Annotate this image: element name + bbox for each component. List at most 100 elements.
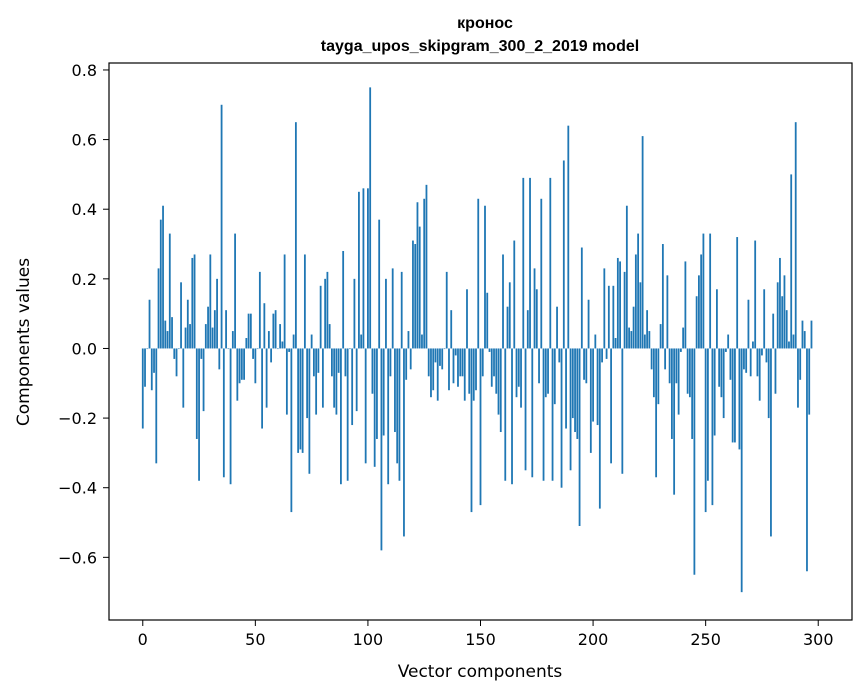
- bar: [632, 306, 635, 349]
- bar: [400, 271, 403, 349]
- bar: [794, 122, 797, 349]
- bar: [520, 348, 522, 408]
- bar: [186, 299, 189, 349]
- bar: [603, 268, 606, 349]
- bar: [576, 348, 579, 439]
- bar: [668, 348, 671, 384]
- y-tick-label: 0.6: [72, 131, 97, 150]
- bar: [171, 317, 173, 349]
- bar: [713, 348, 716, 436]
- bar: [700, 254, 703, 349]
- bar: [508, 282, 511, 349]
- bar: [382, 348, 385, 436]
- bar: [497, 348, 500, 415]
- bar: [664, 348, 667, 370]
- bar: [292, 334, 295, 349]
- bar: [234, 233, 236, 349]
- bar: [376, 348, 378, 439]
- bar: [148, 299, 151, 349]
- bar: [682, 327, 685, 349]
- bar: [657, 348, 660, 405]
- bar: [529, 177, 531, 349]
- bar: [229, 348, 232, 485]
- bar: [256, 348, 259, 350]
- y-tick-label: −0.4: [58, 479, 97, 498]
- bar: [351, 348, 354, 426]
- bar: [153, 348, 155, 373]
- bar: [281, 341, 284, 349]
- bar: [254, 348, 257, 384]
- bar: [308, 348, 311, 474]
- bar: [621, 348, 624, 474]
- bar: [641, 136, 644, 349]
- bar: [650, 348, 653, 370]
- bar: [711, 348, 714, 506]
- chart-title-line1: кронос: [457, 15, 513, 32]
- bar: [614, 338, 617, 349]
- bar: [439, 348, 441, 366]
- bar: [531, 348, 534, 478]
- bar: [274, 310, 277, 349]
- bar: [499, 348, 502, 433]
- bar: [598, 348, 601, 509]
- bar: [450, 310, 453, 349]
- bar: [535, 289, 538, 349]
- bar: [734, 348, 736, 443]
- bar: [763, 289, 766, 349]
- bar: [725, 348, 727, 352]
- bar: [484, 205, 486, 349]
- bar: [189, 324, 191, 349]
- bar: [216, 278, 218, 349]
- bar: [263, 303, 266, 349]
- bar: [470, 348, 473, 513]
- bar: [670, 348, 673, 439]
- bar: [276, 348, 279, 350]
- bar: [335, 348, 338, 415]
- bar: [785, 310, 788, 349]
- bar: [245, 338, 248, 349]
- y-axis-ticks: −0.6 −0.4 −0.2 0.0 0.2 0.4 0.6 0.8: [58, 61, 109, 567]
- bar: [423, 198, 426, 349]
- bar: [285, 348, 288, 415]
- bar: [803, 331, 806, 349]
- bar: [684, 261, 687, 349]
- bar: [432, 348, 435, 391]
- bar: [211, 327, 214, 349]
- bar: [349, 348, 351, 350]
- bar: [486, 292, 489, 349]
- bar: [416, 202, 419, 349]
- bar: [594, 334, 597, 349]
- bar: [236, 348, 239, 401]
- bar: [544, 348, 547, 398]
- bar: [479, 348, 482, 506]
- bar: [173, 348, 176, 359]
- bar: [358, 191, 360, 349]
- bar: [414, 244, 417, 349]
- bar: [364, 348, 367, 464]
- bar: [788, 341, 790, 349]
- bar: [506, 306, 509, 349]
- bar: [267, 331, 270, 349]
- bar: [421, 334, 423, 349]
- bar: [175, 348, 178, 377]
- bar: [209, 254, 212, 349]
- bar: [540, 198, 543, 349]
- bar: [513, 240, 516, 349]
- bar: [303, 254, 306, 349]
- bar: [720, 348, 723, 398]
- bar: [443, 348, 446, 350]
- bar: [434, 348, 437, 363]
- x-tick-label: 300: [803, 630, 834, 649]
- bar: [623, 271, 626, 349]
- bar: [686, 348, 689, 394]
- bar: [549, 177, 552, 349]
- bar: [792, 334, 795, 349]
- bar: [436, 348, 439, 401]
- bar: [752, 341, 754, 349]
- bar: [391, 268, 394, 349]
- bar: [191, 257, 194, 349]
- bar: [612, 285, 615, 349]
- bar: [283, 254, 286, 349]
- plot-frame: [108, 62, 853, 621]
- bar: [619, 261, 621, 349]
